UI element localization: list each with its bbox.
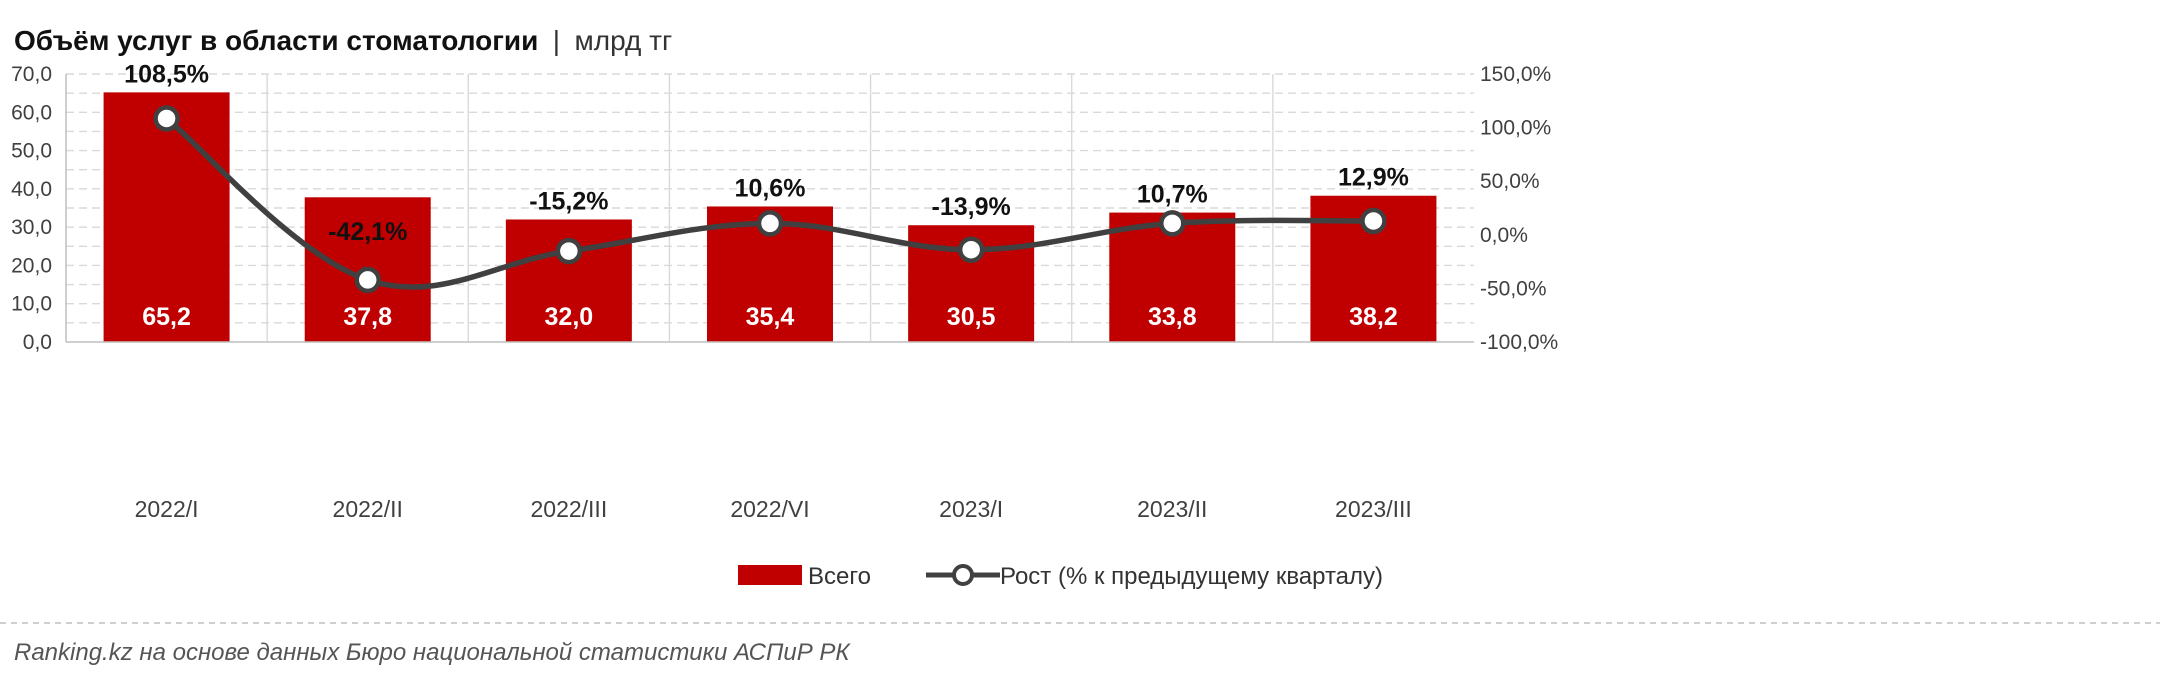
y-left-tick-label: 60,0: [11, 101, 52, 124]
x-tick-label: 2023/III: [1335, 496, 1412, 522]
growth-marker: [153, 105, 180, 132]
legend-swatch-bars: [738, 565, 802, 585]
growth-value-label: -42,1%: [328, 218, 407, 246]
growth-value-label: 10,6%: [735, 174, 806, 202]
y-left-tick-label: 20,0: [11, 254, 52, 277]
x-tick-label: 2022/III: [530, 496, 607, 522]
growth-value-label: -13,9%: [932, 193, 1011, 221]
bar-value-label: 37,8: [343, 303, 392, 331]
y-left-tick-label: 50,0: [11, 140, 52, 163]
y-right-tick-label: -100,0%: [1480, 331, 1558, 354]
bar-value-label: 65,2: [142, 303, 191, 331]
growth-value-label: 108,5%: [124, 60, 209, 88]
bar-value-label: 30,5: [947, 303, 996, 331]
growth-marker: [354, 266, 381, 294]
y-right-tick-label: 100,0%: [1480, 117, 1551, 140]
bar-value-label: 35,4: [746, 303, 795, 331]
chart-title: Объём услуг в области стоматологии | млр…: [14, 25, 672, 56]
source-note: Ranking.kz на основе данных Бюро национа…: [14, 639, 851, 666]
x-tick-label: 2023/I: [939, 496, 1003, 522]
legend-label-bars: Всего: [808, 563, 871, 590]
growth-value-label: 10,7%: [1137, 181, 1208, 209]
x-tick-label: 2023/II: [1137, 496, 1207, 522]
y-left-tick-label: 30,0: [11, 216, 52, 239]
bar: [103, 92, 230, 343]
growth-value-label: -15,2%: [529, 187, 608, 215]
growth-value-label: 12,9%: [1338, 164, 1409, 192]
growth-line-group: [153, 105, 1387, 294]
y-right-tick-label: 0,0%: [1480, 224, 1528, 247]
x-tick-label: 2022/I: [135, 496, 199, 522]
x-tick-label: 2022/VI: [730, 496, 809, 522]
data-labels: 65,2 37,8 32,0 35,4 30,5 33,8 38,2 108,5% -42,1%…: [124, 60, 1409, 331]
y-left-tick-label: 40,0: [11, 178, 52, 201]
bar-value-label: 33,8: [1148, 303, 1197, 331]
legend-swatch-marker: [952, 564, 974, 586]
y-right-tick-label: -50,0%: [1480, 277, 1547, 300]
y-left-tick-label: 70,0: [11, 63, 52, 86]
y-right-tick-label: 50,0%: [1480, 170, 1540, 193]
y-left-tick-label: 10,0: [11, 293, 52, 316]
growth-marker: [555, 237, 583, 265]
growth-marker: [756, 210, 784, 237]
bar-value-label: 38,2: [1349, 303, 1398, 331]
legend: Всего Рост (% к предыдущему кварталу): [738, 563, 1383, 590]
growth-marker: [957, 236, 985, 263]
bar-value-label: 32,0: [545, 303, 594, 331]
growth-marker: [1360, 207, 1387, 235]
x-tick-label: 2022/II: [333, 496, 403, 522]
y-left-tick-label: 0,0: [23, 331, 52, 354]
axes: 0,0 10,0 20,0 30,0 40,0 50,0 60,0 70,0 -100,0% -5…: [11, 63, 1558, 522]
y-right-tick-label: 150,0%: [1480, 63, 1551, 86]
legend-label-line: Рост (% к предыдущему кварталу): [1000, 563, 1383, 590]
growth-marker: [1159, 210, 1186, 237]
